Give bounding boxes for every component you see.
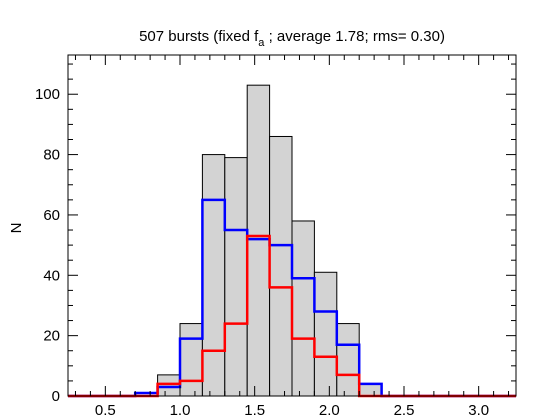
y-tick-label: 40 <box>43 267 60 284</box>
gray-bar <box>246 84 271 397</box>
x-tick-label: 0.5 <box>95 402 116 419</box>
svg-text:507 bursts (fixed fa ; average: 507 bursts (fixed fa ; average 1.78; rms… <box>139 28 445 49</box>
plot-frame <box>67 54 517 397</box>
y-tick-label: 100 <box>35 86 60 103</box>
gray-bar <box>179 323 203 397</box>
gray-bar <box>269 135 293 397</box>
y-tick-label: 0 <box>52 388 60 405</box>
x-tick-label: 1.5 <box>244 402 265 419</box>
axis-ticks <box>68 55 516 397</box>
x-tick-label: 1.0 <box>170 402 191 419</box>
y-tick-label: 20 <box>43 328 60 345</box>
chart-title: 507 bursts (fixed fa ; average 1.78; rms… <box>139 28 445 49</box>
gray-bar <box>201 154 226 397</box>
x-tick-label: 2.0 <box>319 402 340 419</box>
gray-bar <box>336 323 360 397</box>
chart-title-suffix: ; average 1.78; rms= 0.30) <box>264 28 445 45</box>
chart-title-subscript: a <box>258 37 265 49</box>
gray-bar <box>224 157 248 397</box>
x-tick-label: 3.0 <box>468 402 489 419</box>
x-tick-label: 2.5 <box>394 402 415 419</box>
gray-bar <box>313 271 338 397</box>
gray-bar <box>157 374 181 397</box>
y-tick-labels: 0 20 40 60 80 100 <box>35 86 60 405</box>
y-tick-label: 60 <box>43 207 60 224</box>
y-axis-label: N <box>8 223 25 234</box>
x-tick-labels: 0.5 1.0 1.5 2.0 2.5 3.0 <box>95 402 489 419</box>
chart-title-prefix: 507 bursts (fixed f <box>139 28 259 45</box>
gray-bar <box>291 220 315 397</box>
gray-bar <box>358 383 383 397</box>
y-tick-label: 80 <box>43 147 60 164</box>
gray-histogram-bars <box>157 84 383 397</box>
